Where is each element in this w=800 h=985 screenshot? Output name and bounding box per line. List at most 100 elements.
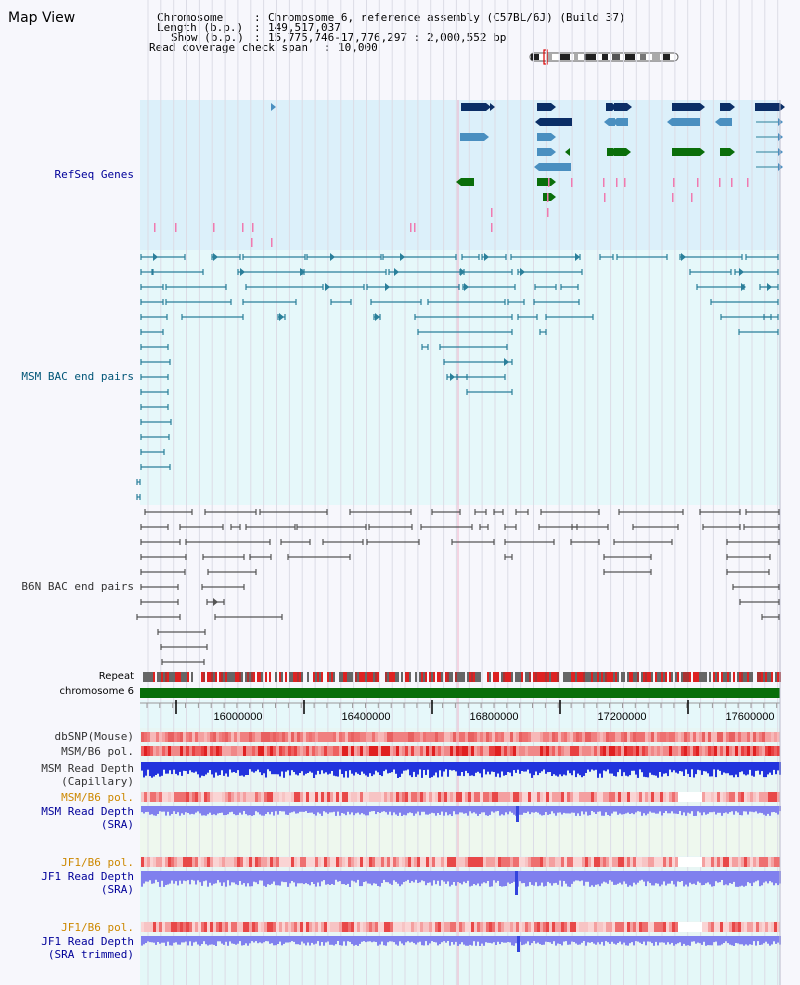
- depth-bar: [465, 762, 467, 771]
- depth-bar: [477, 936, 479, 942]
- heat-cell: [231, 857, 234, 867]
- repeat-mark: [449, 672, 451, 682]
- heat-cell: [219, 857, 222, 867]
- depth-bar: [563, 871, 565, 881]
- depth-bar: [601, 871, 603, 884]
- repeat-mark: [293, 672, 295, 682]
- heat-tracks[interactable]: [141, 732, 780, 932]
- depth-bar: [507, 871, 509, 883]
- depth-bar: [183, 936, 185, 943]
- heat-cell: [339, 857, 342, 867]
- depth-bar: [747, 936, 749, 946]
- heat-cell: [333, 792, 336, 802]
- heat-cell: [168, 792, 171, 802]
- gene-tick: [719, 178, 721, 187]
- depth-bar: [733, 936, 735, 946]
- repeat-mark: [455, 672, 457, 682]
- depth-bar: [511, 871, 513, 883]
- depth-bar: [239, 871, 241, 881]
- heat-cell: [309, 792, 312, 802]
- repeat-mark: [397, 672, 399, 682]
- depth-bar: [741, 762, 743, 772]
- heat-cell: [255, 792, 258, 802]
- refseq-genes-track[interactable]: [154, 103, 785, 247]
- heat-cell: [702, 922, 705, 932]
- heat-cell: [636, 746, 639, 756]
- b6n-bac-track[interactable]: [136, 509, 780, 665]
- depth-bar: [325, 806, 327, 813]
- depth-bar: [345, 806, 347, 816]
- depth-bar: [547, 936, 549, 942]
- depth-bar: [595, 806, 597, 814]
- msm-bac-track[interactable]: [136, 253, 779, 500]
- heat-cell: [513, 732, 516, 742]
- depth-bar: [553, 806, 555, 814]
- heat-cell: [471, 857, 474, 867]
- depth-bar: [523, 762, 525, 772]
- repeat-mark: [769, 672, 771, 682]
- chromosome-bar[interactable]: [140, 688, 780, 698]
- heat-cell: [705, 792, 708, 802]
- heat-cell: [321, 732, 324, 742]
- depth-bar: [327, 806, 329, 814]
- depth-bar: [397, 936, 399, 946]
- repeat-mark: [213, 672, 215, 682]
- heat-cell: [609, 857, 612, 867]
- depth-tracks[interactable]: [141, 762, 781, 952]
- depth-bar: [247, 806, 249, 816]
- heat-cell: [723, 732, 726, 742]
- heat-cell: [711, 922, 714, 932]
- chromosome-ideogram[interactable]: [529, 49, 679, 65]
- msm-depth-sra-label: MSM Read Depth: [41, 805, 134, 818]
- heat-cell: [729, 857, 732, 867]
- depth-bar: [285, 871, 287, 883]
- heat-cell: [201, 746, 204, 756]
- heat-cell: [765, 792, 768, 802]
- depth-bar: [189, 871, 191, 885]
- depth-bar: [393, 762, 395, 770]
- repeat-mark: [677, 672, 679, 682]
- depth-bar: [363, 762, 365, 774]
- depth-bar: [351, 936, 353, 945]
- depth-bar: [169, 936, 171, 946]
- heat-cell: [237, 746, 240, 756]
- depth-bar: [271, 871, 273, 884]
- heat-cell: [468, 792, 471, 802]
- depth-bar: [369, 806, 371, 812]
- repeat-mark: [557, 672, 559, 682]
- heat-cell: [306, 792, 309, 802]
- depth-bar: [757, 871, 759, 881]
- heat-cell: [741, 922, 744, 932]
- depth-bar: [757, 806, 759, 814]
- heat-cell: [300, 732, 303, 742]
- heat-cell: [600, 732, 603, 742]
- depth-bar: [437, 936, 439, 946]
- depth-bar: [715, 936, 717, 942]
- repeat-track[interactable]: [143, 672, 781, 682]
- depth-bar: [715, 871, 717, 882]
- heat-cell: [420, 746, 423, 756]
- heat-cell: [369, 746, 372, 756]
- repeat-mark: [229, 672, 231, 682]
- depth-bar: [597, 936, 599, 943]
- heat-cell: [180, 922, 183, 932]
- heat-cell: [474, 857, 477, 867]
- heat-cell: [771, 792, 774, 802]
- jf1-depth-sra-sublabel: (SRA): [100, 883, 134, 896]
- heat-cell: [585, 857, 588, 867]
- heat-cell: [405, 732, 408, 742]
- heat-cell: [198, 792, 201, 802]
- heat-cell: [375, 857, 378, 867]
- bac-end-arrow: [464, 283, 469, 291]
- depth-bar: [429, 871, 431, 883]
- depth-bar: [521, 936, 523, 946]
- heat-cell: [153, 732, 156, 742]
- heat-cell: [231, 732, 234, 742]
- repeat-mark: [681, 672, 683, 682]
- gene-tick: [175, 223, 177, 232]
- depth-bar: [491, 936, 493, 944]
- heat-cell: [516, 922, 519, 932]
- repeat-mark: [463, 672, 465, 682]
- depth-bar: [203, 762, 205, 777]
